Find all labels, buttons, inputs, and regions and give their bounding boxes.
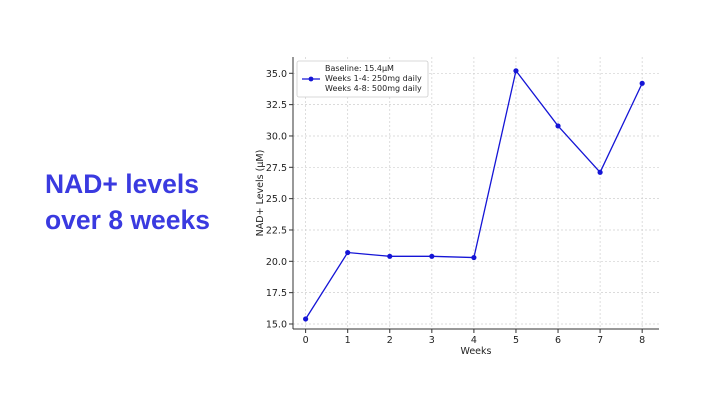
x-tick-label-5: 5 [513, 335, 519, 346]
data-point-8 [639, 80, 645, 86]
x-tick-label-1: 1 [345, 335, 351, 346]
x-tick-label-0: 0 [303, 335, 309, 346]
y-tick-label-4: 25.0 [266, 194, 287, 205]
data-point-2 [387, 253, 393, 259]
data-point-6 [555, 123, 561, 129]
data-point-0 [303, 316, 309, 322]
x-tick-label-3: 3 [429, 335, 435, 346]
y-tick-label-7: 32.5 [266, 100, 287, 111]
data-point-5 [513, 68, 519, 74]
data-point-1 [345, 249, 351, 256]
axes-layer [292, 57, 659, 330]
x-axis-label: Weeks [461, 346, 492, 357]
legend-text-line-2: Weeks 4-8: 500mg daily [325, 84, 422, 93]
y-tick-label-8: 35.0 [266, 69, 287, 80]
x-tick-label-2: 2 [387, 335, 393, 346]
series-layer [303, 68, 645, 322]
slide-title-line-2: over 8 weeks [45, 205, 211, 235]
ticks-layer: 0 1 2 3 4 5 6 7 8 15.0 17.5 20.0 22.5 25.0 27.5 30.0 32.… [266, 69, 645, 346]
y-tick-label-6: 30.0 [266, 131, 287, 142]
legend-marker-swatch [308, 76, 314, 82]
data-point-7 [597, 169, 603, 175]
data-point-4 [471, 254, 477, 261]
legend-box [296, 60, 429, 98]
grid-layer [293, 57, 659, 329]
y-tick-label-3: 22.5 [266, 225, 287, 236]
data-point-3 [429, 253, 435, 259]
y-axis-label: NAD+ Levels (μM) [255, 150, 266, 237]
x-tick-label-8: 8 [639, 335, 645, 346]
y-tick-label-1: 17.5 [266, 288, 287, 299]
x-tick-label-6: 6 [555, 335, 561, 346]
y-tick-label-0: 15.0 [266, 319, 287, 330]
slide-title: NAD+ levels over 8 weeks [45, 166, 275, 238]
legend-text-line-1: Weeks 1-4: 250mg daily [325, 74, 422, 83]
legend-text-line-0: Baseline: 15.4μM [325, 64, 394, 73]
x-tick-label-7: 7 [597, 335, 603, 346]
x-tick-label-4: 4 [471, 335, 477, 346]
y-tick-label-2: 20.0 [266, 257, 287, 268]
slide-title-line-1: NAD+ levels [45, 169, 199, 199]
y-tick-label-5: 27.5 [266, 163, 287, 174]
